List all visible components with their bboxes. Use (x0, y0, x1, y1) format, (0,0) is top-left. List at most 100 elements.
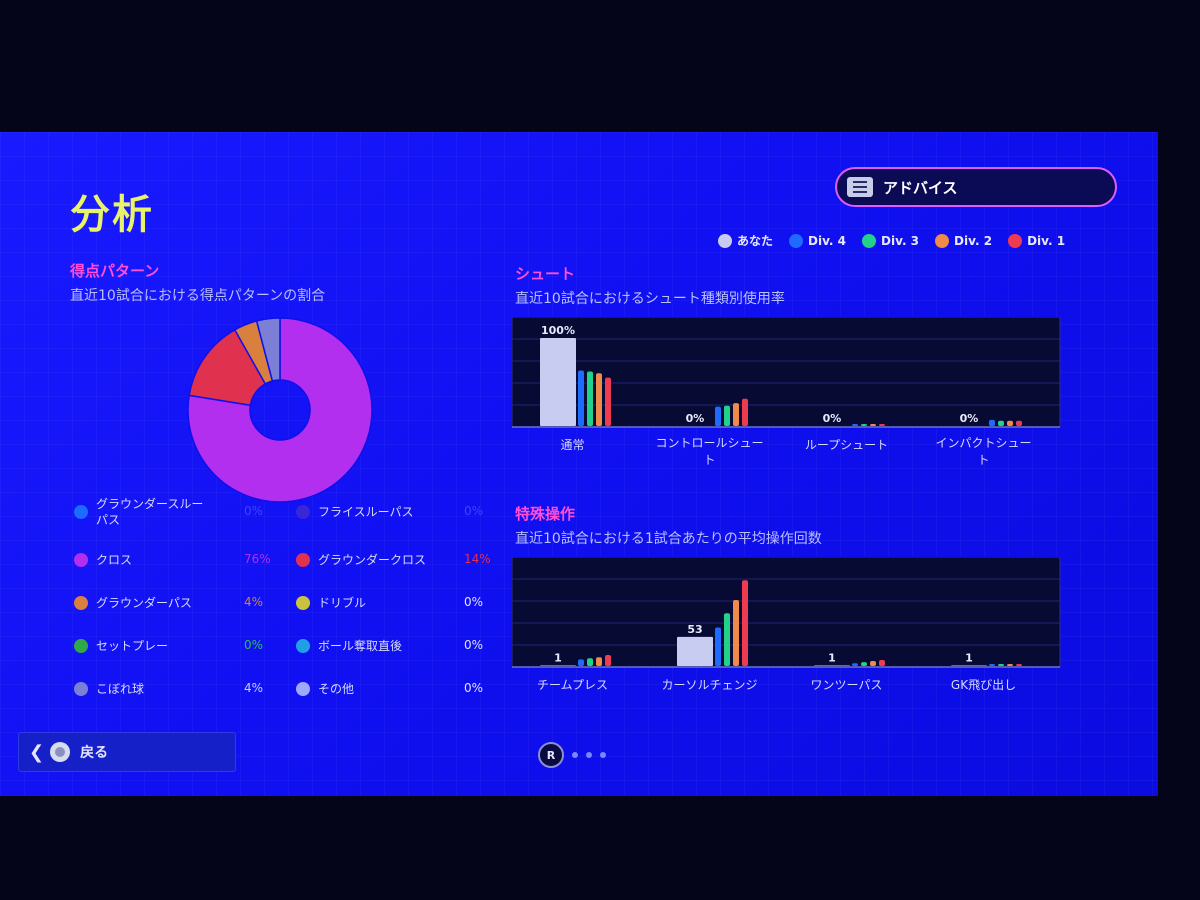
scoring-legend-value: 0% (464, 638, 484, 652)
bar-div1 (879, 424, 885, 426)
legend-dot (296, 639, 310, 653)
category-label: チームプレス (537, 678, 608, 692)
category-label: GK飛び出し (951, 678, 1016, 692)
scoring-legend-label: グラウンダースルーパス (96, 497, 204, 527)
bar-div3 (998, 664, 1004, 666)
page-indicator: R (538, 742, 606, 768)
bar-data-label: 1 (828, 651, 836, 664)
legend-item: あなた (718, 232, 773, 249)
scoring-legend-value: 4% (244, 595, 264, 609)
bar-div1 (879, 659, 885, 666)
scoring-legend-item: ドリブル (296, 595, 428, 611)
bar-data-label: 0% (686, 412, 705, 425)
scoring-legend-item: グラウンダークロス (296, 552, 428, 568)
menu-list-icon (847, 177, 873, 197)
scoring-legend-label: クロス (96, 553, 133, 567)
legend-label: Div. 2 (954, 233, 993, 248)
scoring-legend-item: グラウンダースルーパス (74, 496, 206, 528)
legend-item: Div. 4 (789, 232, 846, 249)
shoot-bar-chart: 100% 通常 0% コントロールシュート 0% ループシュート 0% インパクトシュート (512, 317, 1061, 467)
legend-dot (718, 233, 732, 248)
chart-plot-area (512, 317, 1061, 428)
scoring-legend-value: 14% (464, 552, 491, 566)
bar-data-label: 100% (541, 324, 575, 337)
special-section-subtitle: 直近10試合における1試合あたりの平均操作回数 (515, 531, 822, 547)
legend-dot (74, 682, 88, 696)
scoring-legend-value: 4% (244, 681, 264, 695)
scoring-section-subtitle: 直近10試合における得点パターンの割合 (70, 288, 326, 304)
bar-div1 (742, 398, 748, 426)
r-button-icon[interactable]: R (538, 742, 564, 768)
legend-dot (1008, 233, 1023, 248)
scoring-legend-value: 0% (464, 681, 484, 695)
page-dot[interactable] (586, 752, 592, 758)
legend-dot (789, 233, 804, 248)
page-title: 分析 (70, 192, 154, 238)
bar-div3 (861, 424, 867, 426)
bar-div4 (852, 663, 858, 666)
scoring-section-title: 得点パターン (70, 262, 160, 280)
scoring-legend-label: グラウンダーパス (96, 596, 192, 610)
legend-dot (862, 233, 877, 248)
chart-legend: あなた Div. 4 Div. 3 Div. 2 Div. 1 (718, 232, 1065, 249)
bar-div4 (852, 424, 858, 426)
page-dot[interactable] (572, 752, 578, 758)
category-label: カーソルチェンジ (661, 678, 757, 692)
bar-あなた (951, 665, 987, 666)
bar-div4 (715, 627, 721, 666)
bar-div2 (1007, 664, 1013, 666)
bar-div3 (724, 405, 730, 426)
scoring-donut-chart (187, 317, 373, 503)
bar-div4 (989, 664, 995, 666)
legend-item: Div. 2 (935, 232, 992, 249)
advice-button[interactable]: アドバイス (835, 167, 1117, 207)
bar-div2 (596, 657, 602, 666)
shoot-section-title: シュート (515, 265, 576, 283)
chevron-left-icon: ❮ (29, 741, 45, 763)
legend-label: Div. 3 (881, 233, 920, 248)
bar-あなた (677, 636, 713, 666)
bar-div1 (1016, 420, 1022, 426)
scoring-legend-value: 0% (464, 504, 484, 518)
legend-dot (296, 596, 310, 610)
bar-data-label: 53 (687, 623, 702, 636)
bar-data-label: 1 (965, 651, 973, 664)
scoring-legend-item: ボール奪取直後 (296, 638, 428, 654)
legend-dot (74, 639, 88, 653)
bar-div1 (742, 580, 748, 666)
bar-あなた (540, 665, 576, 666)
scoring-legend-label: グラウンダークロス (318, 553, 427, 567)
bar-div3 (998, 420, 1004, 426)
bar-div3 (587, 658, 593, 666)
legend-dot (74, 553, 88, 567)
scoring-legend-label: ボール奪取直後 (318, 639, 403, 653)
legend-dot (74, 505, 88, 519)
scoring-legend-item: その他 (296, 681, 428, 697)
legend-label: あなた (737, 234, 774, 248)
bar-あなた (540, 338, 576, 426)
scoring-legend-value: 76% (244, 552, 271, 566)
scoring-legend-value: 0% (464, 595, 484, 609)
scoring-legend-label: セットプレー (96, 639, 169, 653)
bar-div2 (733, 600, 739, 666)
page-dot[interactable] (600, 752, 606, 758)
bar-div3 (587, 371, 593, 426)
analysis-screen: 分析 アドバイス あなた Div. 4 Div. 3 Div. 2 Div. 1 得点パ… (0, 132, 1158, 796)
scoring-legend-item: フライスルーパス (296, 504, 428, 520)
chart-plot-area (512, 557, 1061, 668)
shoot-section-subtitle: 直近10試合におけるシュート種類別使用率 (515, 291, 785, 307)
bar-div2 (870, 424, 876, 426)
legend-item: Div. 1 (1008, 232, 1065, 249)
back-button[interactable]: ❮ 戻る (18, 732, 236, 772)
bar-div2 (733, 403, 739, 426)
donut-slice (255, 317, 281, 382)
bar-div2 (870, 661, 876, 666)
scoring-legend-item: セットプレー (74, 638, 206, 654)
scoring-legend-value: 0% (244, 504, 264, 518)
scoring-legend-label: こぼれ球 (96, 682, 145, 696)
category-label: インパクトシュート (935, 436, 1031, 467)
legend-label: Div. 4 (808, 233, 847, 248)
category-label: ワンツーパス (811, 678, 883, 692)
legend-dot (935, 233, 950, 248)
bar-div1 (605, 655, 611, 666)
